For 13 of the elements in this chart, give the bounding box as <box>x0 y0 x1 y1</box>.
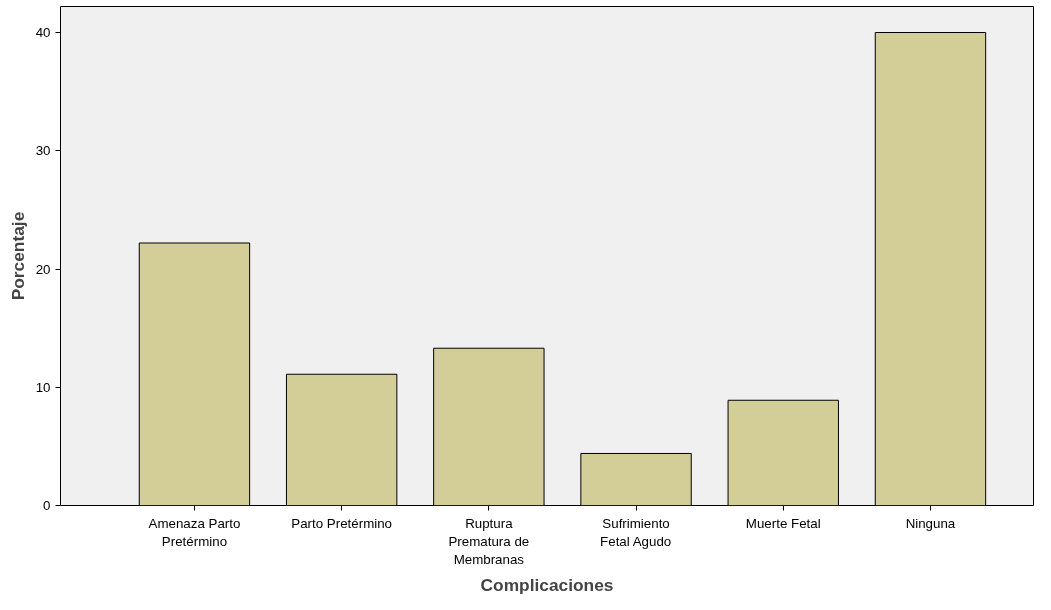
y-tick-label: 0 <box>43 498 51 513</box>
x-tick-label: Ruptura Prematura de Membranas <box>448 515 530 567</box>
x-tick-label: Ninguna <box>905 515 956 531</box>
x-tick-label: Sufrimiento Fetal Agudo <box>600 515 672 549</box>
y-axis-title: Porcentaje <box>7 211 28 301</box>
x-axis-title: Complicaciones <box>480 574 614 595</box>
x-tick-label: Amenaza Parto Pretérmino <box>148 515 241 549</box>
x-tick-label: Parto Pretérmino <box>291 515 393 531</box>
y-tick-label: 10 <box>35 379 51 395</box>
x-tick-label: Muerte Fetal <box>745 515 821 531</box>
y-tick-label: 40 <box>35 25 51 41</box>
y-tick-label: 30 <box>35 143 51 159</box>
y-tick-label: 20 <box>35 261 51 277</box>
